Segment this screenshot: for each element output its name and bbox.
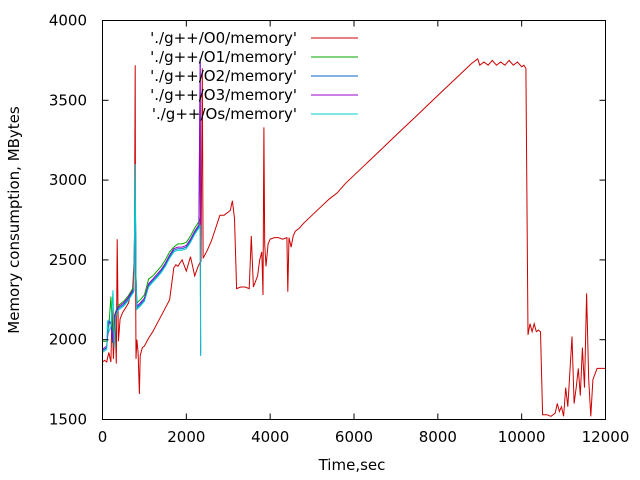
y-axis-label: Memory consumption, MBytes — [5, 106, 23, 334]
x-tick-label: 6000 — [335, 428, 373, 446]
x-tick-label: 8000 — [419, 428, 457, 446]
x-tick-label: 12000 — [582, 428, 630, 446]
series-line-0 — [102, 57, 606, 417]
legend-entry-label: './g++/O1/memory' — [150, 48, 297, 66]
y-tick-label: 3000 — [49, 171, 87, 189]
x-tick-label: 0 — [98, 428, 108, 446]
x-tick-label: 10000 — [498, 428, 546, 446]
y-tick-label: 3500 — [49, 91, 87, 109]
legend-entry-label: './g++/O3/memory' — [150, 86, 297, 104]
legend-entry-label: './g++/O0/memory' — [150, 29, 297, 47]
series-line-1 — [102, 180, 202, 353]
series-line-2 — [102, 58, 202, 356]
legend-entry-label: './g++/O2/memory' — [150, 67, 297, 85]
y-tick-label: 2500 — [49, 251, 87, 269]
y-tick-label: 2000 — [49, 331, 87, 349]
x-tick-label: 4000 — [251, 428, 289, 446]
series-line-3 — [102, 61, 202, 355]
y-tick-label: 1500 — [49, 411, 87, 429]
x-axis-label: Time,sec — [318, 456, 386, 474]
series-layer — [102, 57, 606, 417]
y-tick-label: 4000 — [49, 12, 87, 30]
legend: './g++/O0/memory''./g++/O1/memory''./g++… — [150, 29, 358, 123]
ticks-layer: 0 2000 4000 6000 8000 10000 12000 1500 2000 2500 3… — [49, 12, 630, 447]
x-tick-label: 2000 — [167, 428, 205, 446]
series-line-4 — [102, 164, 202, 356]
legend-entry-label: './g++/Os/memory' — [152, 105, 297, 123]
